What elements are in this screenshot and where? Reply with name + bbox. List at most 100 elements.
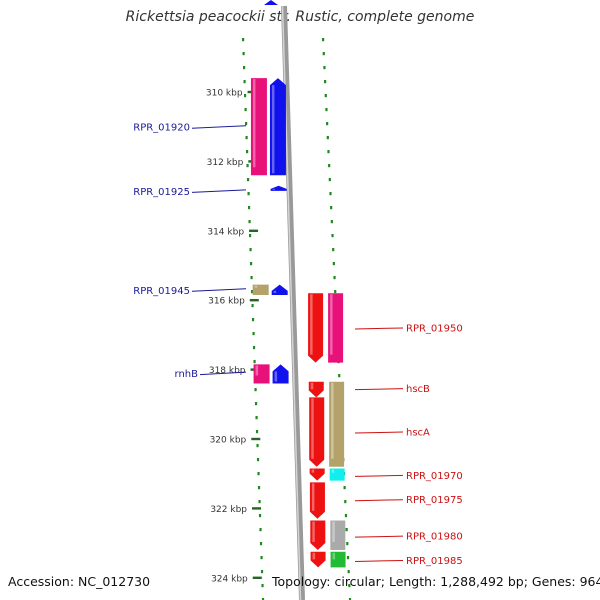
topology-text: Topology: circular; [272,574,385,589]
gene-label-right: RPR_01950 [406,323,463,334]
ring-tick [344,500,347,504]
ring-tick [255,430,259,434]
ring-tick [242,38,245,42]
gene-label-leader [191,125,247,129]
ring-tick [246,164,249,168]
ring-tick [334,290,337,294]
ring-tick [253,360,256,364]
gene-labels: RPR_01920 RPR_01925 RPR_01945 rnhB RPR_01950… [133,123,463,567]
gene-feature-shine [331,382,334,459]
ring-tick [245,136,248,140]
gene-feature-arrow-down [308,293,324,363]
ring-tick [330,206,333,210]
accession-text: Accession: NC_012730 [8,574,151,589]
ring-tick [332,262,335,266]
ring-tick [259,542,263,546]
gene-feature-shine [310,294,313,355]
ring-tick [333,276,336,280]
ring-tick [250,290,254,294]
ring-tick [327,150,330,154]
ring-tick [348,584,351,588]
ring-tick [252,332,255,336]
gene-feature-shine [332,521,335,543]
ring-tick [348,598,352,600]
ring-tick [245,150,249,154]
ring-tick [325,108,328,112]
ring-tick [260,570,264,574]
gene-feature-arrow-down [310,520,326,551]
gene-feature-block [330,551,346,568]
gene-feature-shine [255,365,259,376]
ring-tick [242,52,245,56]
ring-tick [243,80,246,84]
ring-tick [330,220,333,224]
gene-label-leader [191,288,247,292]
gene-label-leader [354,474,404,477]
ring-tick [244,108,247,112]
scale-tick-label: 322 kbp [210,505,247,515]
gene-label-leader [354,559,404,562]
scale-tick-label: 314 kbp [207,227,244,237]
feature-tracks [250,78,346,568]
ring-tick [249,248,252,252]
gene-feature-shine [272,188,276,190]
gene-label-leader [354,431,404,434]
ring-tick [324,80,327,84]
ring-tick [344,514,348,518]
gene-feature-block [253,364,270,384]
gene-label-right: hscA [406,428,430,439]
scale-tick-label: 320 kbp [210,436,247,446]
gene-label-left: rnhB [175,369,199,380]
gene-feature-shine [252,79,256,168]
ring-tick [322,38,325,42]
ring-tick [244,122,248,126]
scale-tick-label: 324 kbp [211,574,248,584]
gene-feature-shine [310,382,314,390]
ring-tick [246,178,250,182]
ring-tick [343,486,346,490]
gene-label-leader [354,327,404,330]
ring-tick [247,206,251,210]
ring-tick [248,220,251,224]
gene-feature-shine [311,398,314,459]
ring-tick [256,444,259,448]
gene-feature-arrow-down [309,397,325,467]
gene-label-right: RPR_01975 [406,495,463,506]
ring-tick [332,248,335,252]
gene-feature-block [330,520,346,551]
ring-tick [252,346,256,350]
ring-tick [260,556,263,560]
ring-tick [249,262,253,266]
ring-tick [243,94,247,98]
ring-tick [258,514,262,518]
gene-feature-shine [311,469,315,473]
ring-tick [257,472,260,476]
ring-tick [251,318,255,322]
scale-tick [252,576,262,579]
scale-tick-label: 310 kbp [206,89,243,99]
gene-feature-shine [312,521,315,543]
gene-feature-arrow-up [270,185,287,191]
ring-tick [254,388,257,392]
gene-feature-arrow-down [310,551,326,568]
scale-tick [252,507,262,510]
gene-feature-arrow-down [309,482,325,519]
ring-tick [328,178,331,182]
gene-label-left: RPR_01925 [133,187,190,198]
ring-tick [257,486,261,490]
genome-stats: Topology: circular; Length: 1,288,492 bp… [272,574,600,589]
gene-feature-shine [254,285,258,288]
gene-label-leader [354,499,404,502]
gene-feature-arrow-down [309,468,325,481]
ring-tick [261,598,265,600]
ring-tick [329,192,332,196]
scale-ticks: 310 kbp 312 kbp 314 kbp 316 kbp 318 kbp 320 k… [206,89,262,584]
ring-tick [254,402,258,406]
map-title: Rickettsia peacockii str. Rustic, comple… [125,9,475,25]
gene-label-right: hscB [406,384,430,395]
ring-tick [242,66,246,70]
gene-feature-shine [312,552,316,560]
length-text: Length: 1,288,492 bp; [388,574,528,589]
